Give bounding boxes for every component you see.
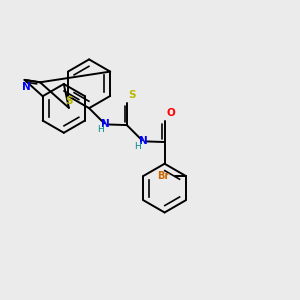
Text: N: N bbox=[101, 118, 110, 129]
Text: N: N bbox=[139, 136, 148, 146]
Text: H: H bbox=[97, 125, 104, 134]
Text: O: O bbox=[166, 108, 175, 118]
Text: S: S bbox=[128, 90, 136, 100]
Text: S: S bbox=[65, 96, 73, 106]
Text: Br: Br bbox=[157, 171, 169, 181]
Text: H: H bbox=[134, 142, 141, 151]
Text: N: N bbox=[22, 82, 30, 92]
